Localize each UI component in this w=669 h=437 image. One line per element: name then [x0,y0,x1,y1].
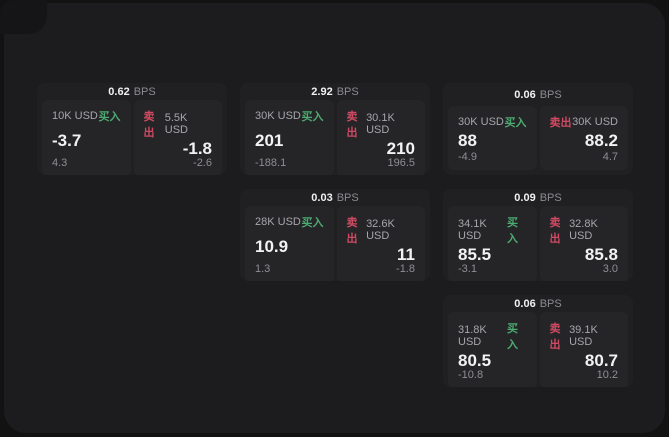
sell-size-label: 30.1K USD [366,112,395,136]
bps-spread-header: 0.09 BPS [443,189,633,204]
sell-side-label: 卖出 [549,217,561,245]
buy-side-label: 买入 [301,217,324,229]
quote-panels: 30K USD 买入 201 -188.1 卖出 30.1K USD 210 1… [240,98,430,175]
sell-price: 11 [397,245,415,264]
buy-delta: -4.9 [458,151,477,163]
buy-quote-panel[interactable]: 30K USD 买入 88 -4.9 [448,106,537,170]
quote-card: 0.06 BPS 30K USD 买入 88 -4.9 卖出 30K USD 8… [443,83,633,175]
buy-side-label: 买入 [98,111,121,123]
bps-unit-label: BPS [539,298,562,310]
bps-unit-label: BPS [336,192,359,204]
sell-price: 85.8 [584,245,618,264]
quote-card: 0.06 BPS 31.8K USD 买入 80.5 -10.8 卖出 39.1… [443,295,633,387]
quote-panels: 30K USD 买入 88 -4.9 卖出 30K USD 88.2 4.7 [443,104,633,175]
buy-size-label: 31.8K USD [458,324,487,348]
buy-size-label: 10K USD [52,110,98,122]
buy-quote-panel[interactable]: 28K USD 买入 10.9 1.3 [245,206,334,281]
bps-unit-label: BPS [539,192,562,204]
bps-spread-value: 0.03 [311,192,333,204]
bps-spread-value: 0.06 [514,89,536,101]
sell-side-label: 卖出 [143,111,155,139]
buy-price: 85.5 [458,245,492,264]
sell-delta: 3.0 [602,263,618,275]
sell-delta: -2.6 [193,157,212,169]
sell-price: 88.2 [584,131,618,150]
sell-price: 80.7 [584,351,618,370]
buy-price: 88 [458,131,477,150]
sell-side-label: 卖出 [346,217,358,245]
corner-notch [0,0,47,34]
sell-quote-panel[interactable]: 卖出 39.1K USD 80.7 10.2 [539,312,628,387]
bps-spread-header: 0.03 BPS [240,189,430,204]
buy-side-label: 买入 [301,111,324,123]
bps-spread-value: 0.09 [514,192,536,204]
bps-unit-label: BPS [133,86,156,98]
buy-size-label: 28K USD [255,216,301,228]
sell-quote-panel[interactable]: 卖出 30K USD 88.2 4.7 [539,106,628,170]
quote-panels: 28K USD 买入 10.9 1.3 卖出 32.6K USD 11 -1.8 [240,204,430,281]
sell-size-label: 5.5K USD [164,112,188,136]
bps-spread-header: 0.62 BPS [37,83,227,98]
quote-cards-grid: 0.62 BPS 10K USD 买入 -3.7 4.3 卖出 5.5K USD… [37,83,633,387]
buy-delta: -3.1 [458,263,477,275]
sell-delta: -1.8 [396,263,415,275]
quote-card: 0.03 BPS 28K USD 买入 10.9 1.3 卖出 32.6K US… [240,189,430,281]
bps-spread-value: 0.62 [108,86,130,98]
bps-spread-header: 0.06 BPS [443,83,633,104]
bps-spread-header: 2.92 BPS [240,83,430,98]
quote-card: 0.09 BPS 34.1K USD 买入 85.5 -3.1 卖出 32.8K… [443,189,633,281]
bps-spread-value: 0.06 [514,298,536,310]
quote-panels: 34.1K USD 买入 85.5 -3.1 卖出 32.8K USD 85.8… [443,204,633,281]
buy-price: 10.9 [255,237,289,256]
buy-price: 80.5 [458,351,492,370]
sell-size-label: 30K USD [572,116,618,128]
sell-quote-panel[interactable]: 卖出 32.8K USD 85.8 3.0 [539,206,628,281]
sell-price: 210 [386,139,415,158]
sell-size-label: 32.6K USD [366,218,395,242]
sell-side-label: 卖出 [549,117,572,129]
bps-spread-header: 0.06 BPS [443,295,633,310]
sell-price: -1.8 [182,139,212,158]
buy-size-label: 30K USD [458,116,504,128]
sell-size-label: 39.1K USD [569,324,598,348]
buy-quote-panel[interactable]: 34.1K USD 买入 85.5 -3.1 [448,206,537,281]
buy-delta: 1.3 [255,263,271,275]
quote-card: 0.62 BPS 10K USD 买入 -3.7 4.3 卖出 5.5K USD… [37,83,227,175]
buy-delta: -10.8 [458,369,484,381]
buy-quote-panel[interactable]: 30K USD 买入 201 -188.1 [245,100,334,175]
bps-unit-label: BPS [336,86,359,98]
sell-quote-panel[interactable]: 卖出 32.6K USD 11 -1.8 [336,206,425,281]
sell-quote-panel[interactable]: 卖出 5.5K USD -1.8 -2.6 [133,100,222,175]
sell-delta: 4.7 [602,151,618,163]
quote-card: 2.92 BPS 30K USD 买入 201 -188.1 卖出 30.1K … [240,83,430,175]
sell-side-label: 卖出 [549,323,561,351]
sell-side-label: 卖出 [346,111,358,139]
sell-size-label: 32.8K USD [569,218,598,242]
buy-price: -3.7 [52,131,82,150]
sell-quote-panel[interactable]: 卖出 30.1K USD 210 196.5 [336,100,425,175]
buy-delta: -188.1 [255,157,287,169]
buy-size-label: 30K USD [255,110,301,122]
buy-side-label: 买入 [504,117,527,129]
buy-quote-panel[interactable]: 10K USD 买入 -3.7 4.3 [42,100,131,175]
quote-panels: 10K USD 买入 -3.7 4.3 卖出 5.5K USD -1.8 -2.… [37,98,227,175]
buy-side-label: 买入 [506,217,518,245]
sell-delta: 196.5 [387,157,415,169]
quote-panels: 31.8K USD 买入 80.5 -10.8 卖出 39.1K USD 80.… [443,310,633,387]
buy-quote-panel[interactable]: 31.8K USD 买入 80.5 -10.8 [448,312,537,387]
bps-unit-label: BPS [539,89,562,101]
buy-side-label: 买入 [506,323,518,351]
bps-spread-value: 2.92 [311,86,333,98]
app-window: 0.62 BPS 10K USD 买入 -3.7 4.3 卖出 5.5K USD… [4,3,665,433]
buy-price: 201 [255,131,284,150]
buy-delta: 4.3 [52,157,68,169]
buy-size-label: 34.1K USD [458,218,487,242]
sell-delta: 10.2 [596,369,618,381]
